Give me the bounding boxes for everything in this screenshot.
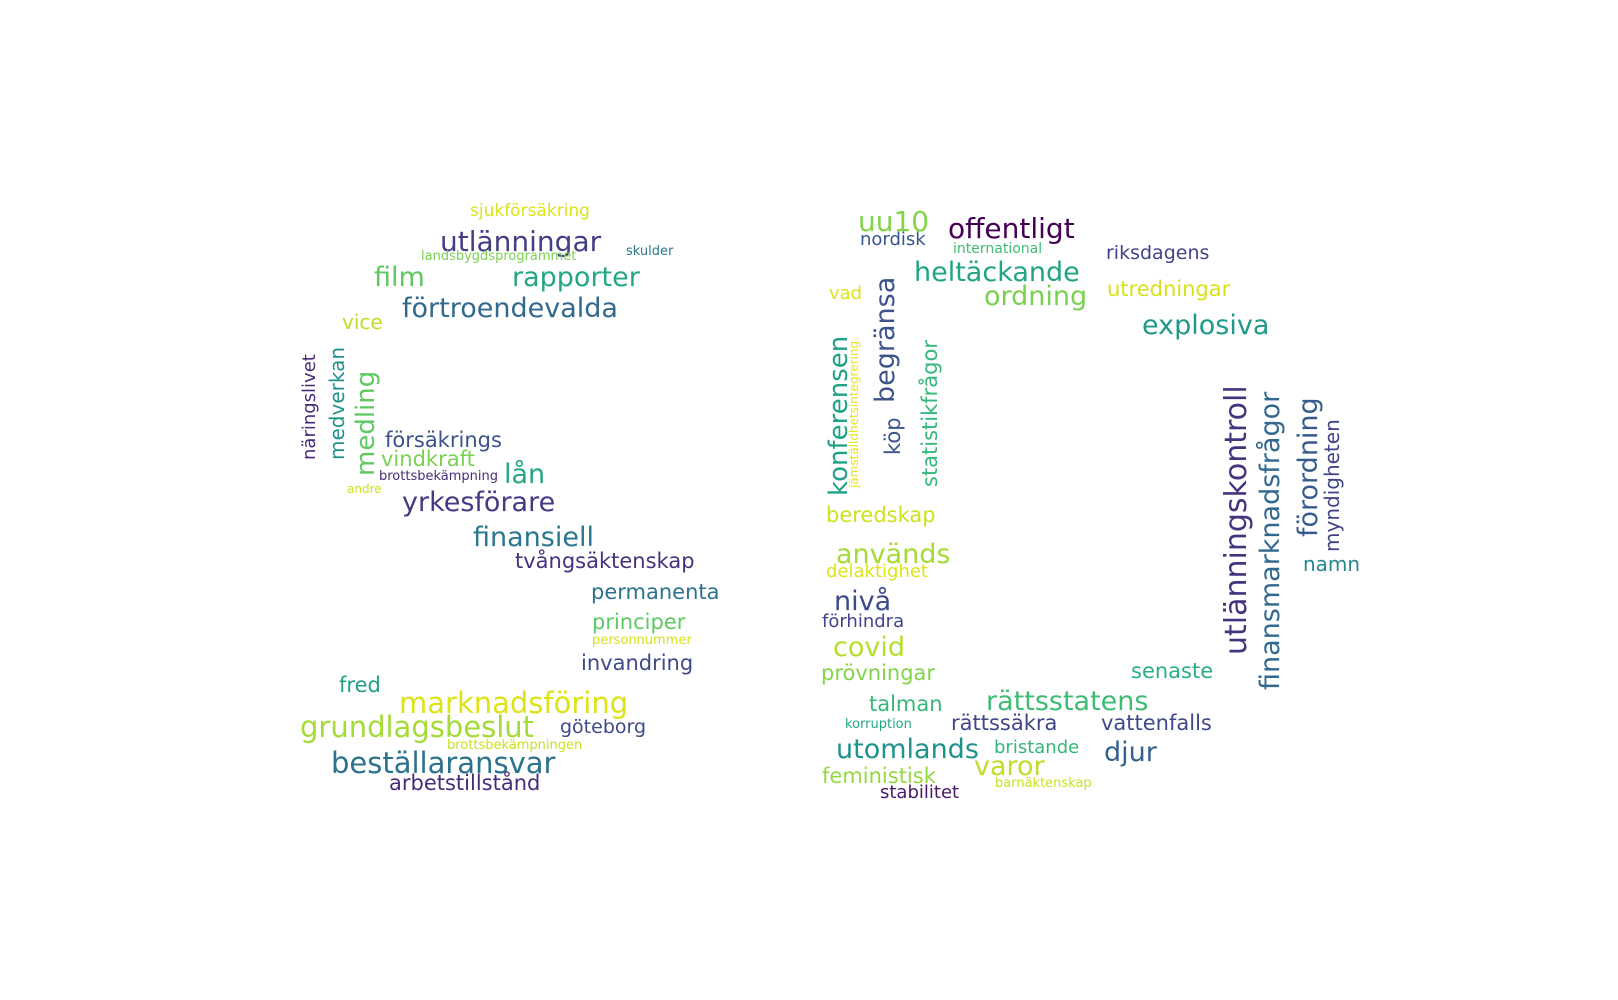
word: explosiva	[1142, 310, 1270, 341]
word: vattenfalls	[1101, 711, 1212, 735]
word: yrkesförare	[402, 487, 556, 518]
word: rättsstatens	[986, 686, 1149, 717]
word: myndigheten	[1320, 419, 1344, 552]
word: näringslivet	[299, 354, 320, 460]
word: stabilitet	[880, 782, 960, 803]
word: senaste	[1131, 659, 1214, 683]
word: förtroendevalda	[402, 293, 618, 324]
word: utomlands	[836, 734, 979, 765]
word: korruption	[845, 717, 912, 732]
word: rapporter	[512, 262, 640, 293]
word: uu10	[858, 205, 930, 238]
word: nivå	[834, 586, 892, 617]
word: covid	[833, 632, 905, 663]
word: finansiell	[473, 522, 594, 553]
word: sjukförsäkring	[470, 201, 590, 221]
word: utlänningar	[440, 225, 602, 258]
word: barnäktenskap	[995, 776, 1092, 791]
word: jämställdhetsintegrering	[847, 340, 861, 488]
word: riksdagens	[1106, 242, 1210, 264]
word: vice	[342, 310, 383, 334]
word: bristande	[994, 737, 1080, 758]
word: feministisk	[822, 764, 936, 788]
word: djur	[1104, 737, 1157, 768]
word: nordisk	[860, 229, 926, 250]
word: brottsbekämpning	[379, 469, 499, 484]
word: arbetstillstånd	[389, 771, 541, 795]
word: brottsbekämpningen	[447, 738, 583, 753]
word: lån	[504, 459, 546, 490]
word: tvångsäktenskap	[515, 549, 695, 573]
word: principer	[592, 610, 686, 634]
word: fred	[339, 673, 381, 697]
word: beredskap	[826, 503, 936, 527]
word: andre	[347, 482, 382, 496]
word: rättssäkra	[951, 711, 1058, 735]
word: beställaransvar	[331, 746, 556, 780]
word: förordning	[1293, 397, 1324, 537]
word: delaktighet	[826, 561, 928, 582]
word: heltäckande	[914, 257, 1080, 288]
word: grundlagsbeslut	[300, 710, 535, 744]
word: utredningar	[1107, 277, 1231, 301]
word: marknadsföring	[399, 686, 629, 720]
word: utlänningskontroll	[1219, 385, 1254, 655]
word: göteborg	[560, 716, 647, 738]
word: varor	[974, 751, 1045, 782]
word: permanenta	[591, 580, 720, 604]
word: förhindra	[822, 611, 905, 632]
word: vad	[829, 283, 863, 304]
word: invandring	[581, 651, 694, 675]
word: används	[836, 539, 951, 570]
word: medverkan	[325, 346, 349, 460]
word: köp	[881, 417, 905, 455]
word: vindkraft	[381, 447, 475, 471]
word: statistikfrågor	[918, 340, 942, 487]
word: ordning	[984, 281, 1088, 312]
word: namn	[1303, 552, 1361, 576]
word: landsbygdsprogrammet	[421, 249, 577, 264]
word: international	[953, 241, 1043, 257]
word: talman	[869, 692, 943, 716]
word: prövningar	[821, 661, 936, 685]
word: försäkrings	[385, 428, 502, 452]
word: offentligt	[948, 212, 1075, 245]
word: skulder	[626, 244, 674, 259]
word: film	[374, 262, 425, 293]
word: begränsa	[870, 276, 901, 403]
word: medling	[351, 370, 381, 476]
word: finansmarknadsfrågor	[1255, 391, 1286, 690]
word: personnummer	[592, 633, 692, 648]
